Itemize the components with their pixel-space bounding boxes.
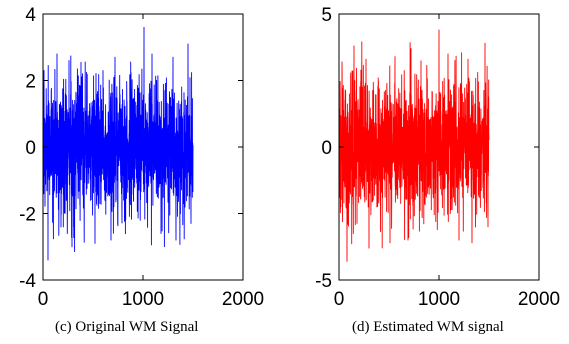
x-tick-label: 0 xyxy=(38,289,49,310)
series-estimated-wm-signal xyxy=(338,29,490,262)
x-tick-labels: 0 1000 2000 xyxy=(38,289,264,310)
caption: (d) Estimated WM signal xyxy=(352,319,504,335)
x-tick-label: 2000 xyxy=(222,289,264,310)
y-tick-label: 2 xyxy=(25,72,36,93)
y-tick-labels: -4 -2 0 2 4 xyxy=(19,5,36,292)
y-tick-label: -2 xyxy=(19,205,36,226)
x-tick-label: 0 xyxy=(334,289,345,310)
x-tick-label: 1000 xyxy=(122,289,164,310)
y-tick-label: 0 xyxy=(321,138,332,159)
x-tick-label: 1000 xyxy=(418,289,460,310)
x-tick-label: 2000 xyxy=(518,289,560,310)
y-tick-label: -5 xyxy=(315,271,332,292)
series-original-wm-signal xyxy=(42,26,194,261)
tick-marks xyxy=(338,13,540,281)
x-tick-labels: 0 1000 2000 xyxy=(334,289,560,310)
caption: (c) Original WM Signal xyxy=(55,319,198,335)
y-tick-label: 0 xyxy=(25,138,36,159)
y-tick-label: 4 xyxy=(25,5,36,26)
y-tick-label: 5 xyxy=(321,5,332,26)
y-tick-label: -4 xyxy=(19,271,36,292)
chart-original-wm-signal: -4 -2 0 2 4 0 1000 2000 (c) Original WM … xyxy=(19,5,264,335)
y-tick-labels: -5 0 5 xyxy=(315,5,332,292)
tick-marks xyxy=(42,13,244,281)
chart-estimated-wm-signal: -5 0 5 0 1000 2000 (d) Estimated WM sign… xyxy=(315,5,560,335)
